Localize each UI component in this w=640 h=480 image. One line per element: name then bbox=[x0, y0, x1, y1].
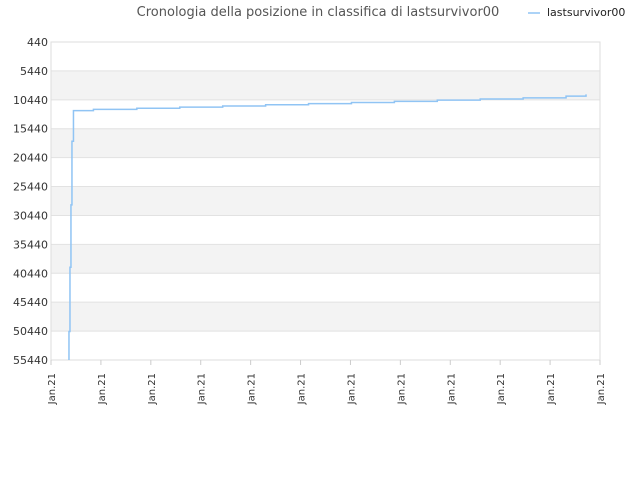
plot-band bbox=[51, 128, 600, 158]
x-tick-label: Jan.21 bbox=[596, 373, 607, 405]
legend[interactable]: lastsurvivor00 bbox=[528, 6, 625, 19]
y-tick-label: 440 bbox=[27, 36, 48, 49]
plot-area-frame bbox=[50, 41, 601, 361]
x-tick-label: Jan.21 bbox=[197, 373, 208, 405]
y-tick-label: 40440 bbox=[13, 267, 48, 280]
x-tick-label: Jan.21 bbox=[396, 373, 407, 405]
x-tick-label: Jan.21 bbox=[546, 373, 557, 405]
series-line-lastsurvivor00 bbox=[68, 94, 587, 360]
y-tick-label: 30440 bbox=[13, 209, 48, 222]
legend-label-lastsurvivor00: lastsurvivor00 bbox=[547, 6, 625, 19]
x-tick-label: Jan.21 bbox=[47, 373, 58, 405]
x-axis-ticks: Jan.21 Jan.21 Jan.21 Jan.21 Jan.21 Jan.21 Jan.… bbox=[47, 360, 607, 405]
plot-bands bbox=[51, 70, 600, 332]
y-tick-label: 25440 bbox=[13, 181, 48, 194]
x-tick-label: Jan.21 bbox=[247, 373, 258, 405]
plot-band bbox=[51, 186, 600, 216]
plot-band bbox=[51, 302, 600, 332]
y-tick-label: 20440 bbox=[13, 152, 48, 165]
y-tick-label: 10440 bbox=[13, 94, 48, 107]
x-tick-label: Jan.21 bbox=[346, 373, 357, 405]
y-tick-label: 35440 bbox=[13, 238, 48, 251]
y-tick-label: 5440 bbox=[20, 65, 48, 78]
y-tick-label: 55440 bbox=[13, 354, 48, 367]
plot-band bbox=[51, 244, 600, 274]
x-tick-label: Jan.21 bbox=[446, 373, 457, 405]
y-tick-label: 50440 bbox=[13, 325, 48, 338]
plot-band bbox=[51, 70, 600, 100]
series-layer bbox=[68, 94, 587, 360]
x-tick-label: Jan.21 bbox=[297, 373, 308, 405]
chart-title: Cronologia della posizione in classifica… bbox=[137, 5, 500, 20]
y-tick-label: 15440 bbox=[13, 123, 48, 136]
y-axis-ticks: 440 5440 10440 15440 20440 25440 30440 35440 404… bbox=[13, 36, 48, 367]
x-tick-label: Jan.21 bbox=[97, 373, 108, 405]
y-tick-label: 45440 bbox=[13, 296, 48, 309]
x-tick-label: Jan.21 bbox=[496, 373, 507, 405]
x-tick-label: Jan.21 bbox=[147, 373, 158, 405]
